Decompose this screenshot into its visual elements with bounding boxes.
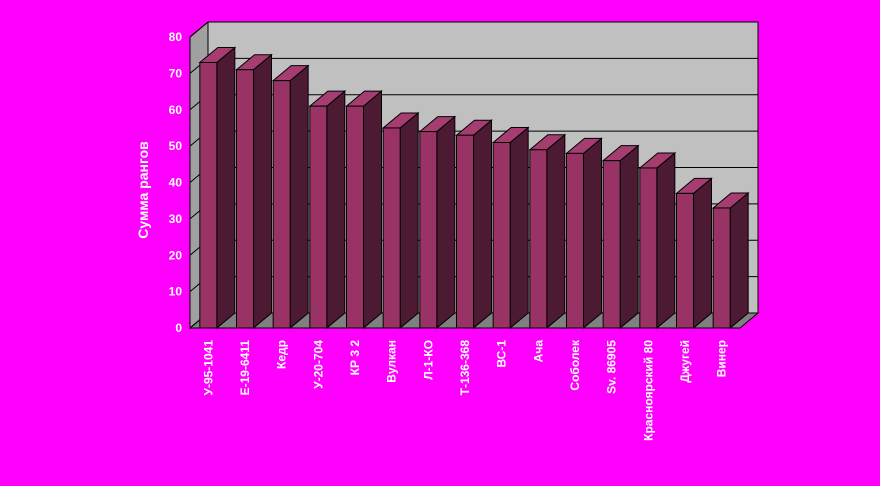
grid-line-side	[189, 21, 209, 38]
y-tick-label: 0	[175, 321, 182, 335]
x-tick-label: Е-19-6411	[238, 340, 252, 396]
x-tick-label: Ача	[531, 340, 545, 363]
x-tick-label: Sv. 86905	[605, 340, 619, 394]
x-tick-label: У-20-704	[311, 340, 325, 389]
y-tick-label: 60	[169, 103, 183, 117]
x-tick-label: Винер	[715, 340, 729, 377]
bar-side	[326, 90, 346, 330]
x-tick-label: Кедр	[275, 340, 289, 369]
bar-side	[656, 151, 676, 330]
x-tick-label: Красноярский 80	[641, 340, 655, 441]
bar	[676, 192, 694, 329]
x-tick-label: Соболек	[568, 339, 582, 391]
x-tick-label: Вулкан	[385, 340, 399, 383]
bar-side	[509, 126, 529, 330]
bar-side	[619, 144, 639, 330]
bar	[639, 167, 658, 329]
bar-side	[473, 119, 492, 330]
y-tick-label: 30	[169, 212, 183, 226]
bar-side	[546, 133, 566, 330]
bar	[419, 131, 438, 329]
bar-side	[289, 64, 309, 330]
bar-side	[216, 46, 236, 330]
bar-side	[363, 90, 382, 330]
bar	[529, 149, 548, 329]
x-tick-label: Л-1-КО	[421, 340, 435, 380]
bar-side	[399, 111, 419, 330]
bar	[309, 105, 328, 329]
bar-side	[253, 53, 272, 330]
bar	[382, 127, 401, 329]
y-tick-label: 80	[169, 30, 183, 44]
bar	[456, 134, 474, 329]
x-tick-label: Джугей	[678, 340, 692, 383]
bar	[346, 105, 364, 329]
y-tick-label: 10	[169, 285, 183, 299]
bar-side	[583, 137, 602, 330]
bar	[492, 141, 511, 329]
bar	[712, 207, 731, 329]
bar-side	[436, 115, 456, 330]
bar-side	[693, 177, 712, 330]
x-tick-label: ВС-1	[495, 340, 509, 368]
bar-side	[729, 191, 749, 330]
bar	[199, 61, 218, 329]
y-tick-label: 20	[169, 248, 183, 262]
bar	[566, 152, 584, 329]
x-tick-label: У-95-1041	[201, 340, 215, 396]
bar	[236, 69, 254, 329]
y-tick-label: 40	[169, 176, 183, 190]
y-tick-label: 50	[169, 139, 183, 153]
bar	[602, 160, 621, 329]
x-tick-label: КР 3 2	[348, 340, 362, 376]
y-axis-title: Сумма рангов	[135, 141, 151, 239]
x-tick-label: Т-136-368	[458, 340, 472, 396]
y-tick-label: 70	[169, 66, 183, 80]
bar	[272, 80, 291, 329]
